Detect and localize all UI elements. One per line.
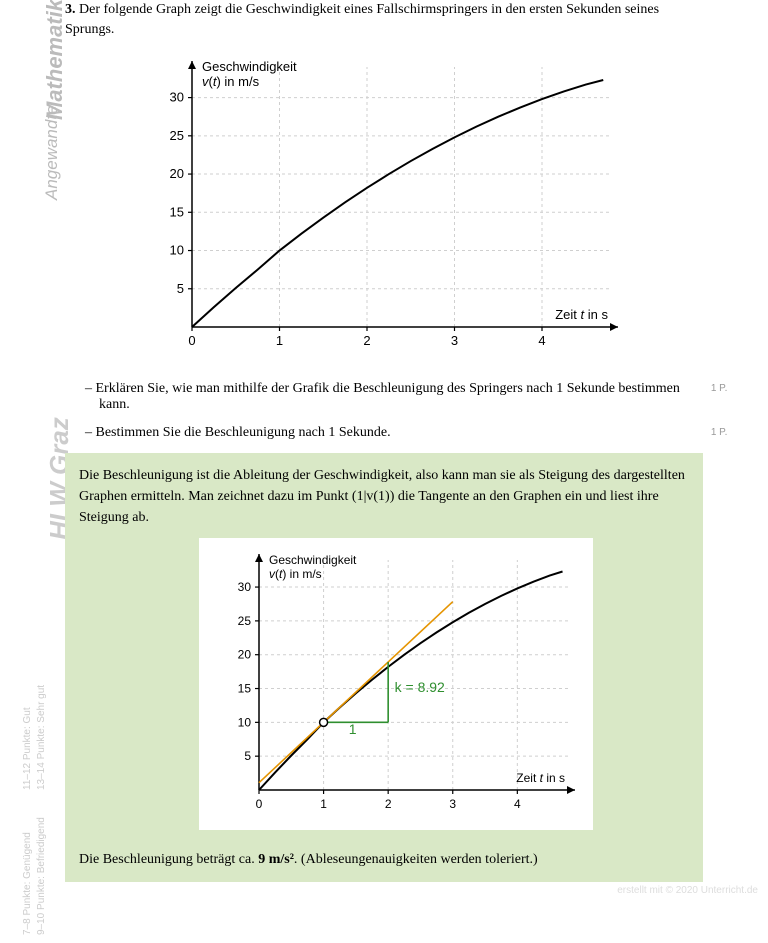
- task-1-text: Erklären Sie, wie man mithilfe der Grafi…: [96, 381, 680, 412]
- svg-text:25: 25: [170, 128, 184, 143]
- svg-text:Zeit t in s: Zeit t in s: [516, 771, 565, 785]
- svg-text:3: 3: [451, 333, 458, 348]
- svg-text:15: 15: [170, 204, 184, 219]
- svg-text:0: 0: [188, 333, 195, 348]
- svg-text:4: 4: [514, 797, 521, 811]
- problem-number: 3.: [65, 2, 76, 17]
- svg-text:15: 15: [238, 682, 252, 696]
- svg-text:10: 10: [238, 716, 252, 730]
- svg-text:20: 20: [170, 166, 184, 181]
- answer-paragraph: Die Beschleunigung ist die Ableitung der…: [79, 465, 689, 528]
- svg-text:1: 1: [349, 721, 357, 737]
- chart-2-wrap: 0 1 2 3 4 5 10 15 20 25 30 Geschwindigkeitv(t) in m…: [199, 538, 593, 830]
- svg-text:v(t) in m/s: v(t) in m/s: [269, 567, 322, 581]
- answer-final-line: Die Beschleunigung beträgt ca. 9 m/s². (…: [79, 849, 689, 870]
- page-content: 3. Der folgende Graph zeigt die Geschwin…: [0, 0, 768, 902]
- svg-text:0: 0: [256, 797, 263, 811]
- answer-final-value: 9 m/s²: [258, 852, 294, 867]
- answer-final-prefix: Die Beschleunigung beträgt ca.: [79, 852, 258, 867]
- problem-statement: 3. Der folgende Graph zeigt die Geschwin…: [65, 0, 703, 39]
- svg-text:Geschwindigkeit: Geschwindigkeit: [269, 553, 357, 567]
- velocity-chart-1: 0 1 2 3 4 5 10 15 20 25 30 Geschwindigkeitv(t) in m…: [136, 49, 632, 363]
- svg-text:30: 30: [238, 580, 252, 594]
- svg-text:5: 5: [244, 749, 251, 763]
- answer-box: Die Beschleunigung ist die Ableitung der…: [65, 453, 703, 882]
- svg-text:25: 25: [238, 614, 252, 628]
- svg-text:Zeit t in s: Zeit t in s: [555, 307, 608, 322]
- svg-text:3: 3: [449, 797, 456, 811]
- svg-text:30: 30: [170, 90, 184, 105]
- svg-text:10: 10: [170, 243, 184, 258]
- svg-text:4: 4: [538, 333, 545, 348]
- task-2: Bestimmen Sie die Beschleunigung nach 1 …: [85, 425, 703, 441]
- chart-1-wrap: 0 1 2 3 4 5 10 15 20 25 30 Geschwindigkeitv(t) in m…: [65, 49, 703, 363]
- svg-text:2: 2: [385, 797, 392, 811]
- task-1: Erklären Sie, wie man mithilfe der Grafi…: [85, 381, 703, 413]
- svg-text:Geschwindigkeit: Geschwindigkeit: [202, 59, 297, 74]
- svg-text:5: 5: [177, 281, 184, 296]
- velocity-chart-2-with-tangent: 0 1 2 3 4 5 10 15 20 25 30 Geschwindigkeitv(t) in m…: [203, 542, 589, 826]
- svg-text:k = 8.92: k = 8.92: [395, 679, 445, 695]
- problem-body: Der folgende Graph zeigt die Geschwindig…: [65, 2, 659, 37]
- task-2-text: Bestimmen Sie die Beschleunigung nach 1 …: [96, 425, 391, 440]
- task-1-points: 1 P.: [725, 383, 733, 394]
- answer-final-suffix: . (Ableseungenauigkeiten werden tolerier…: [294, 852, 538, 867]
- svg-text:1: 1: [276, 333, 283, 348]
- svg-text:1: 1: [320, 797, 327, 811]
- svg-text:v(t) in m/s: v(t) in m/s: [202, 74, 260, 89]
- task-2-points: 1 P.: [725, 427, 733, 438]
- svg-text:20: 20: [238, 648, 252, 662]
- watermark: erstellt mit © 2020 Unterricht.de: [617, 885, 758, 896]
- svg-text:2: 2: [363, 333, 370, 348]
